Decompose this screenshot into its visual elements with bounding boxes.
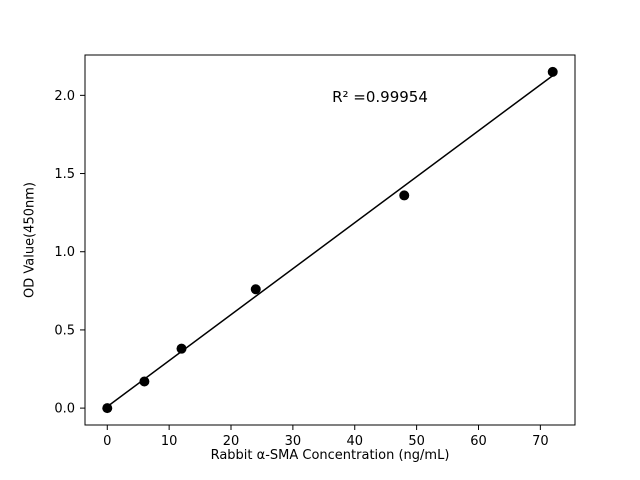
y-tick-label: 1.5 [54,167,75,182]
y-tick-label: 0.0 [54,402,75,417]
data-point [547,66,558,77]
data-point [176,343,187,354]
x-tick-label: 0 [103,434,111,449]
data-point [102,403,113,414]
x-axis-label: Rabbit α-SMA Concentration (ng/mL) [210,448,450,463]
plot-frame [84,54,576,426]
x-tick-label: 50 [408,434,425,449]
x-tick-label: 30 [285,434,302,449]
x-tick-label: 60 [470,434,487,449]
y-tick-label: 1.0 [54,245,75,260]
x-tick-label: 40 [346,434,363,449]
data-point [399,190,410,201]
fit-line [106,74,554,408]
x-tick-label: 10 [161,434,178,449]
y-tick-label: 2.0 [54,89,75,104]
data-point [139,376,150,387]
y-tick-label: 0.5 [54,323,75,338]
y-axis-label: OD Value(450nm) [22,182,38,298]
r-squared-annotation: R² =0.99954 [332,88,428,106]
x-tick-label: 70 [532,434,549,449]
x-tick-label: 20 [223,434,240,449]
data-point [250,284,261,295]
